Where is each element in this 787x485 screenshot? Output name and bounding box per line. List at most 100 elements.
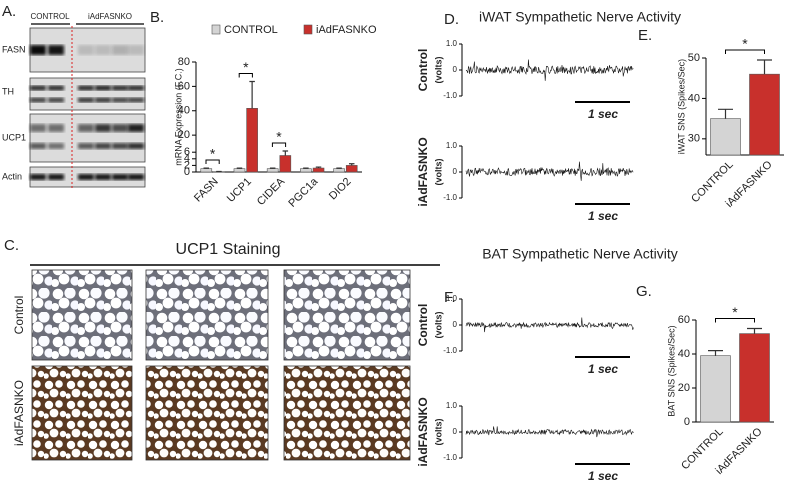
- blot-band: [112, 45, 128, 55]
- blot-band: [112, 97, 128, 103]
- y-tick-label: 0: [184, 166, 190, 178]
- legend-swatch: [211, 24, 221, 35]
- y-tick-label: 0: [684, 416, 690, 428]
- blot-band: [128, 97, 144, 103]
- panel-letter: B.: [150, 9, 164, 26]
- trace-tick-label: -1.0: [443, 193, 457, 202]
- trace-tick-label: 1.0: [446, 39, 458, 48]
- trace-label: Control: [416, 304, 430, 347]
- y-tick-label: 40: [688, 92, 700, 104]
- trace-unit: (volts): [433, 311, 443, 338]
- legend-label: CONTROL: [224, 24, 278, 36]
- y-tick-label: 40: [678, 348, 690, 360]
- y-tick-label: 2: [184, 159, 190, 171]
- blot-band: [95, 45, 111, 55]
- bar: [739, 333, 770, 423]
- x-tick-label: DIO2: [327, 176, 354, 203]
- x-tick-label: UCP1: [225, 176, 254, 205]
- blot-band: [78, 45, 94, 55]
- blot-band: [30, 85, 46, 91]
- blot-band: [112, 85, 128, 91]
- y-tick-label: 6: [184, 146, 190, 158]
- group-label: iAdFASNKO: [88, 12, 132, 21]
- trace: [465, 317, 634, 333]
- trace-tick-label: 0: [453, 65, 458, 74]
- staining-row-label: iAdFASNKO: [12, 380, 26, 446]
- error-bar: [757, 59, 772, 75]
- error-bar: [269, 167, 276, 169]
- panel-letter: A.: [2, 3, 16, 20]
- blot-band: [78, 124, 94, 132]
- y-tick-label: 50: [688, 52, 700, 64]
- blot-band: [95, 97, 111, 103]
- blot-strip: [29, 113, 146, 163]
- bar: [233, 168, 246, 173]
- trace-unit: (volts): [433, 56, 443, 83]
- y-tick-label: 40: [178, 105, 190, 117]
- trace: [465, 161, 634, 181]
- blot-band: [95, 124, 111, 132]
- blot-band: [128, 45, 144, 55]
- blot-band: [30, 174, 46, 180]
- blot-row-label: FASN: [2, 44, 26, 54]
- blot-band: [112, 124, 128, 132]
- blot-row-label: UCP1: [2, 132, 26, 142]
- staining-image: [31, 269, 133, 361]
- western-blot: CONTROL iAdFASNKO FASN TH UCP1 Actin: [2, 12, 146, 188]
- y-tick-label: 80: [178, 56, 190, 68]
- significance-bracket: [725, 49, 765, 55]
- panel-letter: F.: [444, 289, 456, 306]
- bar: [710, 118, 741, 156]
- bar: [300, 168, 312, 173]
- significance-bracket: [238, 73, 253, 78]
- legend-swatch: [303, 24, 313, 35]
- blot-band: [48, 45, 64, 55]
- trace-tick-label: 1.0: [446, 294, 458, 303]
- blot-band: [128, 124, 144, 132]
- trace: [465, 426, 634, 438]
- y-tick-label: 30: [688, 133, 700, 145]
- staining-image: [145, 365, 269, 461]
- trace-title: iWAT Sympathetic Nerve Activity: [479, 9, 681, 25]
- blot-band: [128, 143, 144, 149]
- significance-bracket: [715, 318, 755, 323]
- y-tick-label: 60: [178, 80, 190, 92]
- trace-tick-label: 0: [453, 320, 458, 329]
- trace-tick-label: 1.0: [446, 141, 458, 150]
- bar: [200, 168, 213, 173]
- significance-bracket: [205, 159, 220, 165]
- scale-label: 1 sec: [588, 469, 618, 483]
- blot-band: [30, 124, 46, 132]
- scale-label: 1 sec: [588, 209, 618, 223]
- bar: [312, 167, 325, 173]
- staining-title: UCP1 Staining: [176, 241, 281, 258]
- bar: [279, 155, 292, 173]
- significance-label: *: [732, 304, 738, 320]
- blot-band: [78, 143, 94, 149]
- blot-band: [128, 85, 144, 91]
- staining-image: [283, 365, 411, 461]
- scale-label: 1 sec: [588, 107, 618, 121]
- panel-letter: C.: [4, 237, 19, 254]
- blot-band: [78, 174, 94, 180]
- panel-letter: G.: [636, 283, 652, 300]
- significance-label: *: [210, 146, 216, 162]
- error-bar: [203, 167, 210, 169]
- y-tick-label: 60: [678, 314, 690, 326]
- staining-row-label: Control: [12, 296, 26, 335]
- legend-label: iAdFASNKO: [316, 24, 377, 36]
- trace-tick-label: 1.0: [446, 401, 458, 410]
- blot-band: [48, 85, 64, 91]
- blot-band: [78, 97, 94, 103]
- panel-letter: E.: [638, 27, 652, 44]
- bar: [700, 355, 731, 423]
- scale-label: 1 sec: [588, 362, 618, 376]
- blot-band: [48, 143, 64, 149]
- blot-band: [30, 143, 46, 149]
- error-bar: [236, 167, 243, 169]
- error-bar: [315, 166, 322, 169]
- blot-band: [30, 97, 46, 103]
- blot-band: [30, 45, 46, 55]
- blot-row-label: TH: [2, 86, 14, 96]
- blot-band: [95, 85, 111, 91]
